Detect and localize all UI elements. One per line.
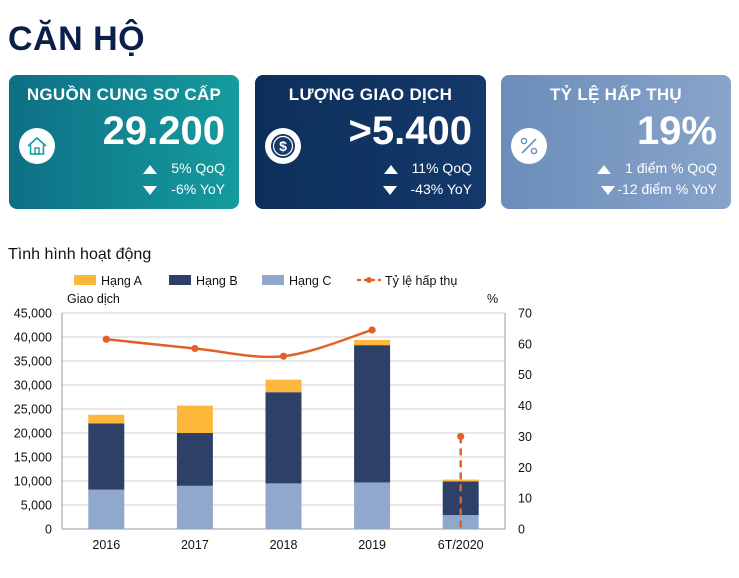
absorption-card-value: 19% <box>636 109 717 153</box>
supply-card-qoq: 5% QoQ <box>143 160 225 176</box>
up-arrow-icon <box>383 164 398 174</box>
bar-segment <box>88 414 125 424</box>
transactions-card-value: >5.400 <box>348 109 472 153</box>
bar-segment <box>354 339 391 346</box>
transactions-qoq-text: 11% QoQ <box>411 160 472 176</box>
absorption-point <box>279 352 288 360</box>
y-tick-left-label: 10,000 <box>14 475 52 489</box>
up-arrow-icon <box>597 164 612 174</box>
y-tick-right-label: 30 <box>518 430 532 444</box>
y-tick-right-label: 0 <box>518 523 525 537</box>
bar-segment <box>176 433 213 486</box>
absorption-yoy-text: -12 điểm % YoY <box>617 181 717 197</box>
absorption-card-label: TỶ LỆ HẤP THỤ <box>549 85 683 104</box>
bar-segment <box>265 392 302 484</box>
bar-segment <box>442 515 479 529</box>
bar-segment <box>354 482 391 529</box>
y-tick-right-label: 10 <box>518 492 532 506</box>
supply-card-yoy: -6% YoY <box>143 181 225 197</box>
absorption-point <box>368 326 376 334</box>
down-arrow-icon <box>143 185 158 195</box>
transactions-card: LƯỢNG GIAO DỊCH $ >5.400 11% QoQ -43% Yo… <box>255 75 486 209</box>
y-tick-left-label: 5,000 <box>21 499 52 513</box>
absorption-card: TỶ LỆ HẤP THỤ 19% 1 điểm % QoQ -12 điểm … <box>501 75 731 209</box>
supply-card: NGUỒN CUNG SƠ CẤP 29.200 5% QoQ -6% YoY <box>9 75 239 209</box>
house-icon <box>19 128 55 164</box>
down-arrow-icon <box>382 185 397 195</box>
x-tick-label: 2019 <box>358 538 386 552</box>
supply-card-value: 29.200 <box>102 109 225 153</box>
absorption-point <box>102 335 110 343</box>
absorption-qoq-text: 1 điểm % QoQ <box>625 160 717 176</box>
bar-segment <box>354 345 391 483</box>
bar-segment <box>265 379 302 393</box>
y-tick-left-label: 45,000 <box>14 307 52 321</box>
down-arrow-icon <box>601 185 616 195</box>
y-axis-left-title: Giao dịch <box>67 292 120 306</box>
y-tick-left-label: 25,000 <box>14 403 52 417</box>
y-tick-left-label: 15,000 <box>14 451 52 465</box>
bar-segment <box>88 423 125 490</box>
y-axis-right-title: % <box>487 292 498 306</box>
bar-segment <box>265 483 302 529</box>
absorption-line <box>106 328 373 359</box>
y-tick-right-label: 70 <box>518 307 532 321</box>
absorption-card-yoy: -12 điểm % YoY <box>601 181 717 197</box>
bar-segment <box>176 405 213 433</box>
bar-segment <box>176 485 213 529</box>
page-title: CĂN HỘ <box>8 20 146 58</box>
y-tick-right-label: 50 <box>518 368 532 382</box>
y-tick-right-label: 60 <box>518 337 532 351</box>
x-tick-label: 2017 <box>181 538 209 552</box>
legend-label: Hạng A <box>101 274 143 288</box>
legend-swatch <box>169 275 191 285</box>
absorption-card-qoq: 1 điểm % QoQ <box>597 160 717 176</box>
percent-icon <box>511 128 547 164</box>
dollar-coin-icon: $ <box>265 128 301 164</box>
bar-segment <box>442 481 479 516</box>
y-tick-left-label: 20,000 <box>14 427 52 441</box>
svg-text:$: $ <box>279 138 287 154</box>
y-tick-right-label: 20 <box>518 461 532 475</box>
transactions-yoy-text: -43% YoY <box>410 181 473 197</box>
y-tick-left-label: 35,000 <box>14 355 52 369</box>
transactions-card-yoy: -43% YoY <box>382 181 473 197</box>
legend-label: Tỷ lệ hấp thụ <box>385 274 457 288</box>
y-tick-right-label: 40 <box>518 399 532 413</box>
up-arrow-icon <box>143 164 158 174</box>
bar-segment <box>88 489 125 529</box>
y-tick-left-label: 40,000 <box>14 331 52 345</box>
supply-yoy-text: -6% YoY <box>171 181 225 197</box>
transactions-card-label: LƯỢNG GIAO DỊCH <box>288 85 453 104</box>
absorption-point <box>457 432 465 441</box>
x-tick-label: 2018 <box>270 538 298 552</box>
y-tick-left-label: 0 <box>45 523 52 537</box>
legend-swatch <box>262 275 284 285</box>
x-tick-label: 6T/2020 <box>438 538 484 552</box>
legend-line-marker <box>366 277 372 283</box>
supply-qoq-text: 5% QoQ <box>171 160 225 176</box>
legend-label: Hạng B <box>196 274 238 288</box>
chart-subtitle: Tình hình hoạt động <box>8 246 152 263</box>
absorption-point <box>191 344 199 353</box>
legend-swatch <box>74 275 96 285</box>
legend-label: Hạng C <box>289 274 331 288</box>
transactions-card-qoq: 11% QoQ <box>383 160 472 176</box>
bar-segment <box>442 479 479 482</box>
x-tick-label: 2016 <box>92 538 120 552</box>
supply-card-label: NGUỒN CUNG SƠ CẤP <box>26 85 222 104</box>
y-tick-left-label: 30,000 <box>14 379 52 393</box>
